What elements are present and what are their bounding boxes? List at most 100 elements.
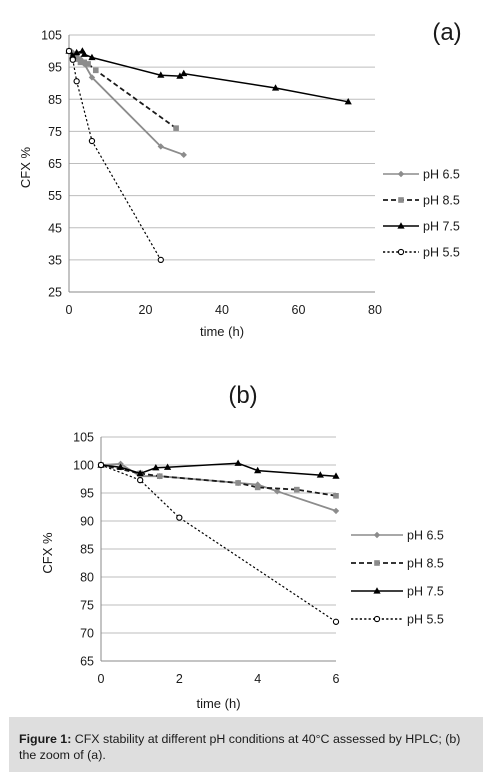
data-point	[344, 98, 352, 105]
x-tick-label: 80	[368, 303, 382, 317]
panel-label: (b)	[228, 382, 257, 409]
y-tick-label: 95	[80, 487, 94, 501]
data-point	[77, 59, 84, 66]
data-point	[69, 56, 76, 63]
data-point	[180, 151, 187, 159]
caption-text: CFX stability at different pH conditions…	[19, 732, 461, 762]
data-point	[234, 459, 242, 466]
data-point	[235, 480, 241, 486]
x-tick-label: 40	[215, 303, 229, 317]
y-tick-label: 75	[48, 125, 62, 139]
data-point	[176, 72, 184, 79]
legend-marker	[373, 587, 381, 594]
x-tick-label: 60	[292, 303, 306, 317]
y-tick-label: 70	[80, 627, 94, 641]
legend-label: pH 6.5	[423, 168, 460, 182]
y-tick-label: 65	[80, 655, 94, 669]
data-point	[176, 514, 183, 521]
data-point	[254, 484, 261, 491]
legend-label: pH 6.5	[407, 529, 444, 543]
data-point	[173, 125, 179, 131]
data-point	[97, 461, 105, 469]
x-tick-label: 0	[66, 303, 73, 317]
y-tick-label: 45	[48, 221, 62, 235]
y-tick-label: 75	[80, 599, 94, 613]
legend-label: pH 5.5	[407, 613, 444, 627]
y-tick-label: 25	[48, 286, 62, 300]
data-point	[332, 472, 340, 479]
y-tick-label: 65	[48, 157, 62, 171]
data-point	[163, 463, 172, 470]
legend-label: pH 8.5	[407, 557, 444, 571]
data-point	[137, 476, 144, 484]
legend-marker	[397, 222, 405, 229]
data-point	[157, 256, 164, 264]
data-point	[116, 463, 125, 470]
data-point	[81, 59, 88, 66]
y-axis-label: CFX %	[40, 532, 55, 574]
y-tick-label: 105	[41, 29, 62, 43]
legend-marker	[373, 615, 381, 623]
x-tick-label: 2	[176, 672, 183, 686]
y-tick-label: 95	[48, 61, 62, 75]
y-tick-label: 85	[48, 93, 62, 107]
data-point	[85, 61, 91, 67]
data-point	[271, 84, 280, 91]
legend-marker	[397, 170, 405, 178]
legend-label: pH 5.5	[423, 246, 460, 260]
legend-marker	[373, 531, 381, 539]
y-tick-label: 90	[80, 515, 94, 529]
legend-marker	[398, 197, 404, 203]
chart-panel-a: 25 35 45 55 65 75 85 95 105 0 20 40 60 80 time (h) CFX …	[18, 19, 462, 339]
data-point	[294, 486, 300, 493]
data-point	[73, 48, 81, 56]
legend-marker	[374, 560, 380, 566]
y-tick-label: 105	[73, 431, 94, 445]
chart-panel-b: 65 70 75 80 85 90 95 100 105 0 2 4 6 time (h) CFX % (b)…	[40, 382, 444, 711]
data-point	[180, 69, 188, 77]
legend-marker	[397, 248, 405, 256]
data-point	[156, 473, 163, 479]
y-tick-label: 85	[80, 543, 94, 557]
data-point	[157, 143, 164, 150]
y-tick-label: 55	[48, 189, 62, 203]
y-tick-label: 35	[48, 253, 62, 267]
caption-label: Figure 1:	[19, 732, 72, 746]
x-axis-label: time (h)	[200, 324, 244, 339]
data-point	[333, 493, 339, 499]
data-point	[80, 50, 88, 57]
x-tick-label: 0	[98, 672, 105, 686]
y-tick-label: 100	[73, 459, 94, 473]
figure-caption: Figure 1: CFX stability at different pH …	[9, 717, 483, 772]
series-line-pH-5-5	[68, 50, 162, 261]
x-axis-label: time (h)	[196, 696, 240, 711]
data-point	[274, 488, 281, 495]
data-point	[316, 471, 324, 478]
data-point	[332, 507, 340, 515]
series-line-pH-6-5	[100, 462, 337, 512]
x-tick-label: 4	[254, 672, 261, 686]
y-axis-label: CFX %	[18, 146, 33, 188]
legend-label: pH 7.5	[423, 220, 460, 234]
data-point	[73, 56, 80, 62]
legend-label: pH 7.5	[407, 585, 444, 599]
data-point	[92, 67, 99, 74]
x-tick-label: 6	[333, 672, 340, 686]
data-point	[88, 137, 96, 145]
series-line-pH-5-5	[100, 464, 337, 623]
data-point	[152, 464, 160, 471]
data-point	[157, 71, 165, 78]
data-point	[332, 618, 340, 625]
panel-label: (a)	[432, 19, 461, 46]
series-line-pH-7-5	[68, 50, 349, 103]
y-tick-label: 80	[80, 571, 94, 585]
data-point	[65, 47, 73, 55]
data-point	[73, 78, 80, 85]
legend-label: pH 8.5	[423, 194, 460, 208]
x-tick-label: 20	[139, 303, 153, 317]
data-point	[136, 469, 144, 476]
data-point	[88, 53, 96, 61]
data-point	[88, 74, 96, 81]
data-point	[254, 466, 262, 474]
